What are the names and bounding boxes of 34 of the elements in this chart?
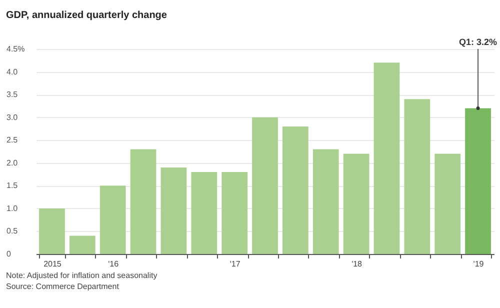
bar <box>39 208 65 254</box>
y-tick-label: 4.5% <box>6 44 25 54</box>
bar <box>130 149 156 254</box>
y-tick-label: 0.5 <box>6 226 18 236</box>
y-tick-label: 4.0 <box>6 67 18 76</box>
bar <box>100 186 126 254</box>
bar <box>191 172 218 254</box>
text: Note: Adjusted for inflation and seasonality <box>6 270 158 281</box>
y-tick-label: 2.0 <box>6 158 18 168</box>
bar <box>374 62 400 254</box>
source-note: Source: Commerce Department <box>6 281 120 292</box>
bar <box>434 154 461 254</box>
y-tick-label: 0 <box>6 250 12 258</box>
bar <box>282 126 308 254</box>
bar <box>222 172 248 254</box>
x-tick-label: '16 <box>108 260 120 268</box>
y-tick-label: 2.5 <box>6 136 18 145</box>
bar <box>312 149 339 254</box>
y-tick-label: 3.5 <box>6 90 18 100</box>
bar <box>465 108 491 254</box>
y-tick-label: 3.0 <box>6 112 18 122</box>
bar <box>404 99 430 254</box>
x-tick-label: '18 <box>352 260 363 268</box>
annotation: Q1: 3.2% <box>459 37 498 47</box>
bar <box>160 167 187 254</box>
y-tick-label: 1.5 <box>6 181 18 190</box>
bar <box>343 154 370 254</box>
x-tick-label: 2015 <box>44 260 62 268</box>
x-tick-label: '17 <box>230 260 241 268</box>
chart-title: GDP, annualized quarterly change <box>5 9 168 23</box>
bar <box>69 236 96 254</box>
y-tick-label: 1.0 <box>6 204 18 213</box>
x-tick-label: '19 <box>473 260 484 268</box>
bar <box>252 117 278 254</box>
